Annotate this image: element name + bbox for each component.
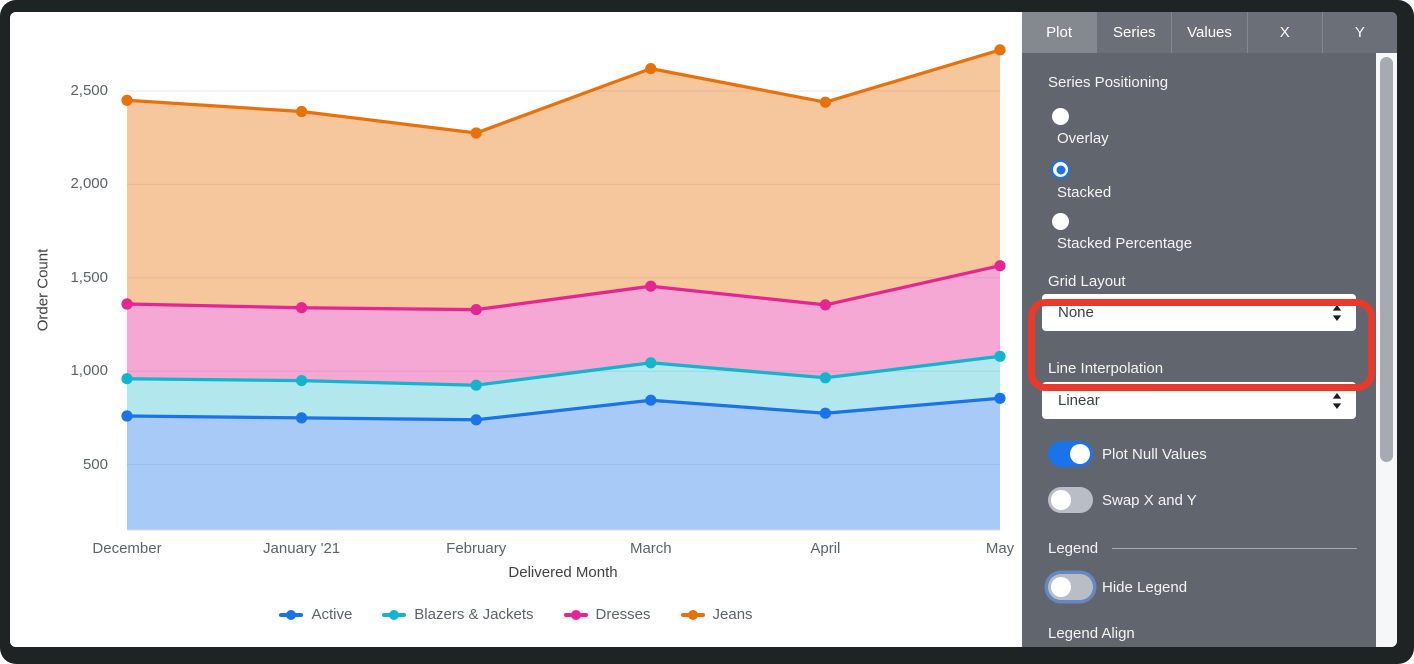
radio-unselected-icon	[1052, 108, 1069, 125]
radio-selected-icon	[1051, 160, 1070, 179]
toggle-label: Swap X and Y	[1102, 491, 1197, 509]
legend-marker-icon	[680, 609, 705, 620]
radio-label: Stacked	[1057, 184, 1112, 201]
toggle-knob	[1051, 577, 1071, 597]
legend-label: Jeans	[712, 606, 753, 623]
series-positioning-label: Series Positioning	[1048, 74, 1169, 91]
y-tick-label: 1,500	[70, 268, 108, 286]
tab-plot[interactable]: Plot	[1022, 12, 1097, 53]
plot-null-values-toggle[interactable]: Plot Null Values	[1048, 441, 1207, 467]
radio-unselected-icon	[1052, 213, 1069, 230]
y-tick-label: 2,500	[70, 82, 108, 99]
legend-section-label: Legend	[1048, 540, 1099, 557]
toggle-label: Hide Legend	[1102, 578, 1188, 596]
line-interpolation-label: Line Interpolation	[1048, 360, 1164, 377]
radio-dot-icon	[1056, 165, 1065, 174]
panel-scrollbar-thumb[interactable]	[1380, 57, 1393, 462]
x-tick-label: March	[629, 540, 672, 557]
toggle-off-icon	[1048, 487, 1093, 513]
line-interpolation-select[interactable]: Linear	[1042, 382, 1356, 419]
panel-scrollbar-track[interactable]	[1376, 53, 1397, 647]
toggle-off-icon	[1048, 574, 1093, 600]
x-tick-label: December	[92, 540, 162, 557]
legend-marker-icon	[563, 609, 588, 620]
chart-area: Order Count 500 1,000 1,500 2,000 2,500 Dece…	[10, 12, 1022, 647]
section-divider	[1112, 548, 1357, 549]
legend-label: Dresses	[595, 606, 651, 623]
toggle-knob	[1070, 444, 1090, 464]
radio-option-stacked[interactable]: Stacked	[1051, 160, 1112, 201]
app-window: Order Count 500 1,000 1,500 2,000 2,500 Dece…	[10, 12, 1397, 647]
select-updown-icon	[1332, 304, 1342, 321]
panel-tab-bar: Plot Series Values X Y	[1022, 12, 1397, 53]
select-value: Linear	[1058, 392, 1100, 409]
legend-item[interactable]: Dresses	[563, 606, 651, 623]
radio-label: Overlay	[1057, 130, 1109, 147]
toggle-on-icon	[1048, 441, 1093, 467]
tab-x[interactable]: X	[1246, 12, 1322, 53]
hide-legend-toggle[interactable]: Hide Legend	[1048, 574, 1187, 600]
select-updown-icon	[1332, 392, 1342, 409]
tab-series[interactable]: Series	[1096, 12, 1171, 53]
grid-layout-label: Grid Layout	[1048, 273, 1126, 290]
legend-align-label: Legend Align	[1048, 625, 1135, 642]
viz-settings-panel: Plot Series Values X Y Series Positionin…	[1022, 12, 1397, 647]
legend-marker-icon	[382, 609, 407, 620]
toggle-knob	[1051, 490, 1071, 510]
legend-marker-icon	[279, 609, 304, 620]
legend-label: Blazers & Jackets	[414, 606, 534, 623]
x-axis-title: Delivered Month	[508, 564, 618, 581]
radio-option-overlay[interactable]: Overlay	[1052, 108, 1109, 147]
x-tick-label: May	[985, 540, 1015, 557]
swap-x-and-y-toggle[interactable]: Swap X and Y	[1048, 487, 1197, 513]
panel-body: Series Positioning Overlay Stacked Stack…	[1022, 53, 1397, 647]
tab-y[interactable]: Y	[1321, 12, 1397, 53]
select-value: None	[1058, 304, 1094, 321]
legend-item[interactable]: Active	[279, 606, 352, 623]
toggle-label: Plot Null Values	[1102, 445, 1207, 463]
stacked-area-chart[interactable]	[10, 12, 1022, 647]
x-tick-label: February	[446, 540, 507, 557]
grid-layout-select[interactable]: None	[1042, 294, 1356, 331]
radio-label: Stacked Percentage	[1057, 235, 1193, 252]
legend-section-header: Legend	[1048, 540, 1357, 557]
radio-option-stacked-percentage[interactable]: Stacked Percentage	[1052, 213, 1192, 252]
x-tick-label: April	[810, 540, 841, 557]
y-tick-label: 1,000	[70, 362, 108, 380]
legend-item[interactable]: Blazers & Jackets	[382, 606, 534, 623]
y-tick-label: 2,000	[70, 175, 108, 193]
legend-label: Active	[311, 606, 353, 623]
y-tick-label: 500	[82, 455, 108, 473]
tab-values[interactable]: Values	[1171, 12, 1246, 53]
x-tick-label: January '21	[263, 540, 341, 557]
legend-item[interactable]: Jeans	[680, 606, 753, 623]
chart-legend: Active Blazers & Jackets Dresses Jeans	[10, 606, 1022, 623]
y-axis-title: Order Count	[34, 248, 52, 332]
